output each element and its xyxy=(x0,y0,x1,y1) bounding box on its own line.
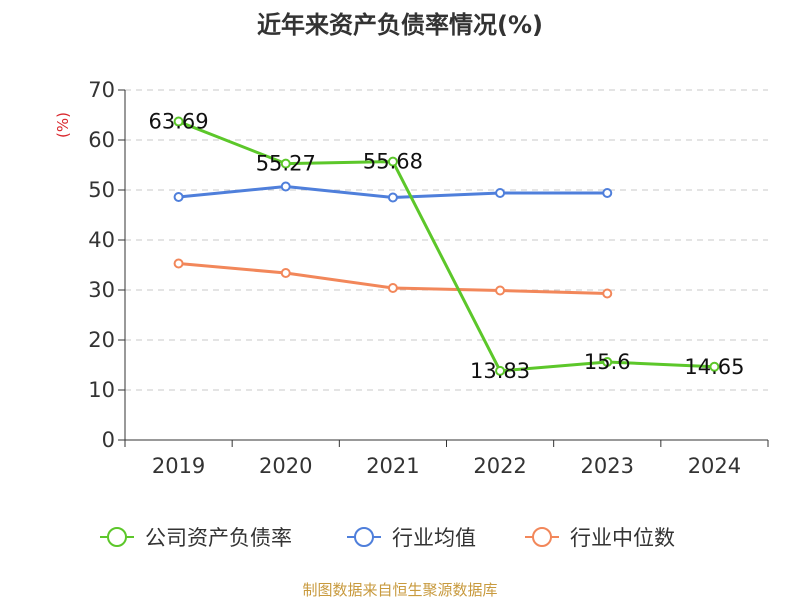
y-tick-label-20: 20 xyxy=(88,328,115,352)
point-s0-2021 xyxy=(387,156,398,167)
point-s2-2020 xyxy=(280,268,291,278)
point-s0-2024 xyxy=(709,361,720,372)
point-s1-2022 xyxy=(495,188,506,198)
data-label-2019: 63.69 xyxy=(149,110,209,134)
series-line-0 xyxy=(178,120,715,373)
data-label-2022: 13.83 xyxy=(470,359,530,383)
source-note: 制图数据来自恒生聚源数据库 xyxy=(302,581,497,599)
data-labels: 63.69 55.27 55.68 13.83 15.6 14.65 xyxy=(149,110,745,383)
data-label-2020: 55.27 xyxy=(256,152,316,176)
legend-marker-2 xyxy=(532,527,552,547)
legend-label-1: 行业均值 xyxy=(392,526,476,550)
legend-marker-0 xyxy=(107,527,127,547)
data-label-2023: 15.6 xyxy=(584,350,631,374)
point-s2-2019 xyxy=(173,258,184,269)
y-tick-label-60: 60 xyxy=(88,128,115,152)
x-tick-label-2023: 2023 xyxy=(581,454,634,478)
chart-title: 近年来资产负债率情况(%) xyxy=(257,11,543,39)
point-s0-2019 xyxy=(173,116,184,127)
x-tick-label-2021: 2021 xyxy=(366,454,419,478)
grid-lines xyxy=(125,89,768,391)
data-label-2024: 14.65 xyxy=(684,355,744,379)
point-s2-2023 xyxy=(602,288,613,299)
legend-label-0: 公司资产负债率 xyxy=(145,526,292,550)
y-tick-label-10: 10 xyxy=(88,378,115,402)
legend-label-2: 行业中位数 xyxy=(570,526,675,550)
point-s1-2020 xyxy=(280,181,291,192)
legend: 公司资产负债率 行业均值 行业中位数 xyxy=(100,526,675,550)
point-s1-2019 xyxy=(173,192,184,202)
point-s2-2021 xyxy=(387,283,398,293)
y-tick-label-70: 70 xyxy=(88,78,115,102)
point-s0-2020 xyxy=(280,158,291,169)
legend-marker-1 xyxy=(354,527,374,547)
data-label-2021: 55.68 xyxy=(363,150,423,174)
x-tick-labels: 2019 2020 2021 2022 2023 2024 xyxy=(152,454,741,478)
y-tick-label-40: 40 xyxy=(88,228,115,252)
point-s0-2023 xyxy=(602,357,613,367)
y-axis-unit: (%) xyxy=(54,112,72,138)
point-s0-2022 xyxy=(495,365,506,376)
x-tick-label-2020: 2020 xyxy=(259,454,312,478)
point-s2-2022 xyxy=(495,285,506,296)
x-tick-label-2022: 2022 xyxy=(473,454,526,478)
axes xyxy=(118,89,769,447)
y-tick-label-0: 0 xyxy=(102,428,115,452)
y-tick-label-30: 30 xyxy=(88,278,115,302)
x-tick-label-2024: 2024 xyxy=(688,454,741,478)
y-tick-label-50: 50 xyxy=(88,178,115,202)
x-tick-label-2019: 2019 xyxy=(152,454,205,478)
point-s1-2021 xyxy=(387,192,398,203)
point-s1-2023 xyxy=(602,188,613,198)
y-tick-labels: 0 10 20 30 40 50 60 70 xyxy=(88,78,115,452)
series-group xyxy=(173,116,720,376)
